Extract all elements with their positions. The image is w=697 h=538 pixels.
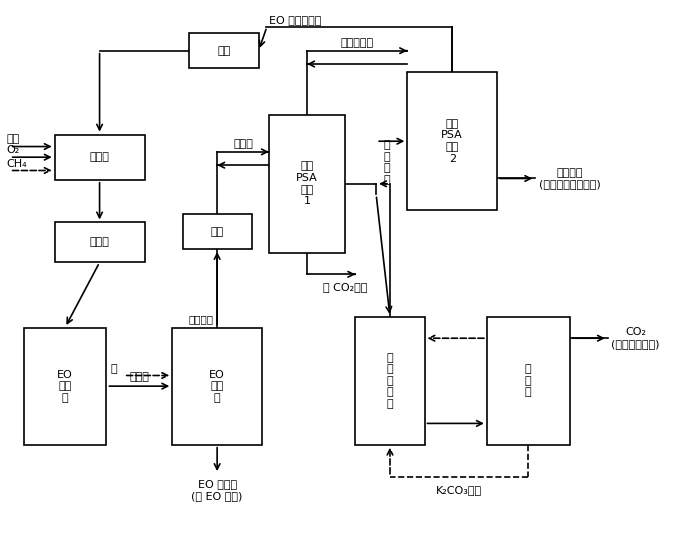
Bar bbox=[407, 72, 497, 210]
Text: EO
洗涤
塔: EO 洗涤 塔 bbox=[209, 370, 225, 403]
Text: K₂CO₃溶液: K₂CO₃溶液 bbox=[436, 485, 482, 494]
Bar bbox=[190, 33, 259, 68]
Text: 反应气: 反应气 bbox=[130, 372, 149, 381]
Bar bbox=[183, 215, 252, 249]
Text: 水: 水 bbox=[110, 364, 117, 374]
Text: EO 反应循环气: EO 反应循环气 bbox=[269, 16, 321, 25]
Bar bbox=[355, 317, 424, 445]
Text: 不凝气体: 不凝气体 bbox=[189, 315, 214, 324]
Text: 压缩: 压缩 bbox=[210, 226, 224, 237]
Text: O₂: O₂ bbox=[6, 145, 20, 155]
Text: 中温
PSA
浓缩
1: 中温 PSA 浓缩 1 bbox=[296, 161, 318, 206]
Bar bbox=[24, 328, 107, 445]
Text: 原料气: 原料气 bbox=[233, 139, 253, 149]
Text: 不
凝
气
体: 不 凝 气 体 bbox=[383, 140, 390, 185]
Bar bbox=[54, 134, 144, 180]
Text: EO 水溶液
(去 EO 精制): EO 水溶液 (去 EO 精制) bbox=[192, 479, 243, 501]
Text: 压缩: 压缩 bbox=[217, 46, 231, 56]
Text: EO
反应
器: EO 反应 器 bbox=[57, 370, 73, 403]
Text: 混合器: 混合器 bbox=[90, 152, 109, 162]
Text: CH₄: CH₄ bbox=[6, 159, 27, 168]
Text: 富 CO₂气体: 富 CO₂气体 bbox=[323, 282, 367, 292]
Bar bbox=[54, 222, 144, 263]
Text: 换热器: 换热器 bbox=[90, 237, 109, 247]
Bar bbox=[269, 115, 345, 253]
Bar bbox=[172, 328, 262, 445]
Text: 富甲烷气体: 富甲烷气体 bbox=[341, 38, 374, 48]
Text: 解
吸
塔: 解 吸 塔 bbox=[525, 364, 532, 398]
Text: 中温
PSA
浓缩
2: 中温 PSA 浓缩 2 bbox=[441, 119, 463, 164]
Text: 乙烯: 乙烯 bbox=[6, 134, 20, 144]
Text: 吸
收
脱
碳
塔: 吸 收 脱 碳 塔 bbox=[387, 352, 393, 409]
Bar bbox=[487, 317, 569, 445]
Text: 富氩气体
(去燃烧管网或排放): 富氩气体 (去燃烧管网或排放) bbox=[539, 168, 600, 189]
Text: CO₂
(去回收或排放): CO₂ (去回收或排放) bbox=[611, 328, 660, 349]
